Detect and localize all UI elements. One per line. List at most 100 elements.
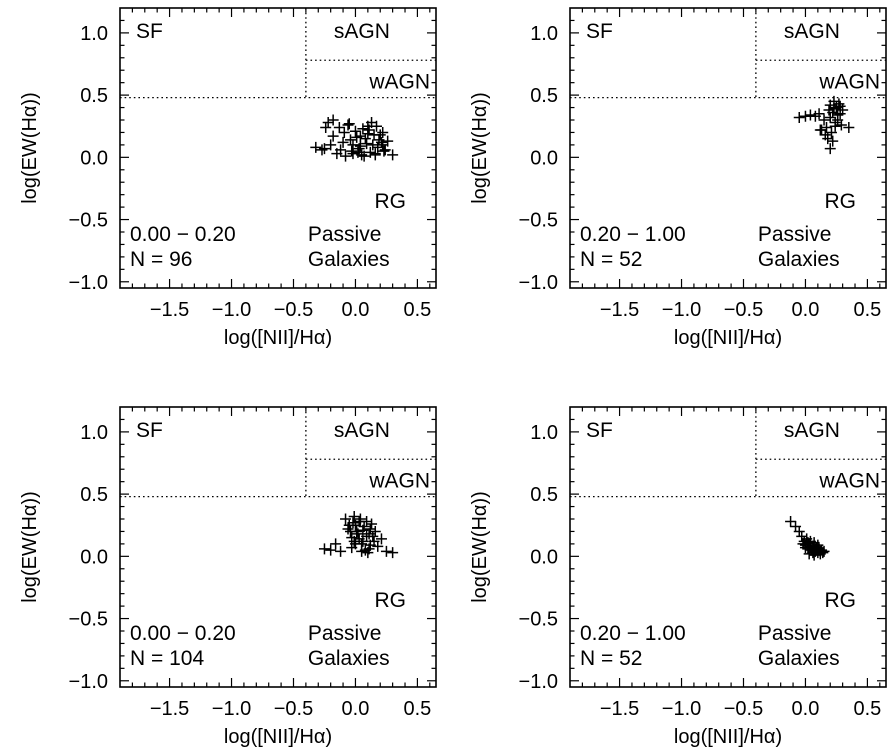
data-point	[322, 116, 334, 128]
plot-frame	[569, 406, 887, 688]
x-tick-label: −1.0	[212, 698, 251, 720]
data-point	[353, 533, 365, 545]
panel-top-left: −1.5 −1.0 −0.5 0.0 0.5 −1.0 −0.5 0.0 0.5 1.0 log([…	[19, 7, 437, 349]
data-point	[824, 143, 836, 155]
plot-frame	[119, 7, 437, 289]
y-tick-label: 0.0	[80, 147, 108, 169]
y-tick-label: 1.0	[80, 23, 108, 45]
data-point	[348, 535, 360, 547]
data-point	[793, 525, 805, 537]
data-point	[353, 143, 365, 155]
data-point	[340, 513, 352, 525]
data-point	[347, 148, 359, 160]
plot-frame	[569, 7, 887, 289]
data-point	[361, 515, 373, 527]
data-point	[793, 112, 805, 124]
data-point	[808, 549, 820, 561]
data-point	[357, 524, 369, 536]
y-tick-label: 0.5	[530, 484, 558, 506]
x-tick-label: −1.5	[150, 698, 189, 720]
data-point	[346, 542, 358, 554]
y-tick-label: 0.5	[530, 85, 558, 107]
data-point	[368, 129, 380, 141]
data-point	[369, 149, 381, 161]
data-point	[369, 525, 381, 537]
data-point	[318, 543, 330, 555]
region-label-passive: Passive	[758, 223, 832, 246]
region-label-passive: Passive	[308, 223, 382, 246]
scatter-series	[318, 511, 399, 559]
region-label-rg: RG	[375, 589, 407, 612]
y-axis-label: log(EW(Hα))	[469, 92, 491, 204]
y-tick-label: 0.5	[80, 85, 108, 107]
region-label-wagn: wAGN	[368, 469, 430, 492]
y-tick-label: −1.0	[69, 272, 108, 294]
data-point	[356, 149, 368, 161]
data-point	[344, 134, 356, 146]
data-point	[348, 511, 360, 523]
data-point	[342, 523, 354, 535]
data-point	[316, 144, 328, 156]
data-point	[804, 109, 816, 121]
data-point	[357, 123, 369, 135]
region-label-sf: SF	[586, 20, 613, 43]
x-tick-label: 0.5	[404, 698, 432, 720]
data-point	[833, 98, 845, 110]
data-point	[330, 538, 342, 550]
x-axis-label: log([NII]/Hα)	[674, 726, 782, 748]
data-point	[380, 545, 392, 557]
redshift-bin-label: 0.20 − 1.00	[580, 223, 686, 246]
data-point	[379, 144, 391, 156]
data-point	[834, 100, 846, 112]
data-point	[362, 547, 374, 559]
data-point	[338, 126, 350, 138]
data-point	[318, 143, 330, 155]
region-label-sagn: sAGN	[784, 20, 840, 43]
data-point	[327, 114, 339, 126]
data-point	[372, 540, 384, 552]
data-point	[310, 141, 322, 153]
data-point	[349, 125, 361, 137]
data-point	[335, 144, 347, 156]
data-point	[362, 120, 374, 132]
x-tick-label: −1.0	[662, 698, 701, 720]
data-point	[342, 119, 354, 131]
data-point	[375, 136, 387, 148]
data-point	[827, 135, 839, 147]
region-label-wagn: wAGN	[818, 469, 880, 492]
data-point	[378, 145, 390, 157]
y-tick-label: −1.0	[519, 671, 558, 693]
data-point	[799, 110, 811, 122]
data-point	[367, 139, 379, 151]
y-tick-label: 0.0	[530, 147, 558, 169]
x-tick-label: −0.5	[724, 299, 763, 321]
region-label-passive: Passive	[758, 622, 832, 645]
data-point	[835, 119, 847, 131]
sample-count-label: N = 104	[130, 647, 204, 670]
x-tick-label: 0.0	[342, 698, 370, 720]
x-tick-label: −1.5	[600, 299, 639, 321]
data-point	[325, 544, 337, 556]
y-axis-label: log(EW(Hα))	[19, 491, 41, 603]
data-point	[364, 146, 376, 158]
data-point	[363, 528, 375, 540]
x-axis-label: log([NII]/Hα)	[674, 327, 782, 349]
data-point	[796, 530, 808, 542]
data-point	[347, 517, 359, 529]
data-point	[349, 519, 361, 531]
region-label-rg: RG	[825, 190, 857, 213]
y-tick-label: 1.0	[530, 422, 558, 444]
y-tick-label: −0.5	[519, 210, 558, 232]
data-point	[799, 542, 811, 554]
redshift-bin-label: 0.00 − 0.20	[130, 223, 236, 246]
y-tick-label: −1.0	[519, 272, 558, 294]
data-point	[335, 545, 347, 557]
scatter-series	[793, 95, 855, 155]
data-point	[812, 539, 824, 551]
region-label-sf: SF	[586, 419, 613, 442]
region-label-sagn: sAGN	[334, 419, 390, 442]
data-point	[821, 121, 833, 133]
data-point	[354, 130, 366, 142]
data-point	[818, 114, 830, 126]
plot-frame	[119, 406, 437, 688]
